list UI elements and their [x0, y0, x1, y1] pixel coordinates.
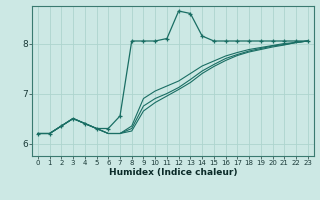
X-axis label: Humidex (Indice chaleur): Humidex (Indice chaleur)	[108, 168, 237, 177]
